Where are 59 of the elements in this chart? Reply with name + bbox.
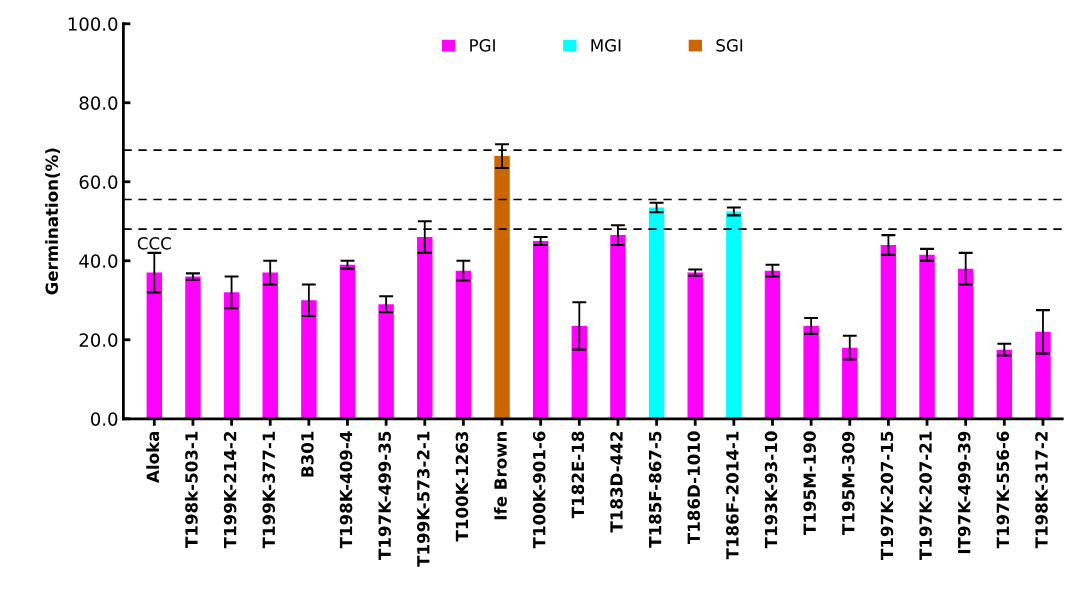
bar [1035, 331, 1051, 419]
bar [185, 276, 201, 419]
bar [842, 347, 858, 419]
y-tick-label: 80.0 [79, 96, 118, 110]
x-tick-label: T199K-214-2 [223, 432, 237, 549]
x-tick-label: T183D-442 [610, 432, 623, 533]
bar [726, 211, 742, 419]
bar [223, 292, 240, 419]
bar [378, 304, 394, 419]
bar [417, 237, 433, 419]
x-tick-label: T197K-499-35 [378, 431, 391, 560]
x-tick-label: T199K-573-2-1 [416, 431, 430, 567]
bar [803, 325, 819, 419]
legend-label: PGI [470, 39, 495, 52]
bar [610, 235, 626, 419]
x-tick-label: T193K-93-10 [764, 431, 778, 549]
x-tick-label: T199K-377-1 [262, 431, 276, 549]
y-axis-title: Germination(%) [45, 148, 61, 295]
bar [532, 241, 549, 419]
bar [339, 264, 356, 419]
bar [648, 207, 665, 419]
x-tick-label: B301 [301, 431, 314, 477]
x-tick-label: T195M-309 [842, 431, 855, 535]
bar [764, 270, 781, 419]
x-tick-label: T198k-503-1 [184, 431, 198, 548]
bar [996, 349, 1013, 419]
bar [301, 300, 317, 419]
y-tick-label: 60.0 [79, 175, 118, 189]
bar [455, 270, 472, 419]
x-tick-label: T186F-2014-1 [726, 431, 739, 560]
legend-label: MGI [591, 39, 621, 52]
x-tick-label: Ife Brown [493, 431, 507, 520]
bar [262, 272, 278, 419]
bar [957, 268, 974, 419]
x-tick-label: T197K-556-6 [996, 431, 1010, 549]
bar [146, 272, 163, 419]
x-tick-label: T198K-409-4 [339, 431, 353, 549]
bar [687, 272, 703, 419]
bar [880, 244, 897, 419]
y-tick-label: 100.0 [68, 17, 118, 31]
x-tick-label: T182E-18 [571, 431, 585, 519]
x-tick-label: T197K-207-15 [880, 431, 894, 560]
annotation: CCC [137, 237, 171, 250]
bar [494, 156, 510, 419]
x-tick-label: T197K-207-21 [919, 431, 932, 560]
x-tick-label: T198K-317-2 [1035, 432, 1048, 549]
x-tick-label: IT97K-499-39 [957, 431, 971, 554]
bar [571, 325, 588, 419]
y-tick-label: 20.0 [79, 333, 118, 347]
legend-label: SGI [716, 39, 743, 52]
x-tick-label: T195M-190 [803, 431, 816, 535]
x-tick-label: T100K-1263 [455, 431, 469, 542]
y-tick-label: 40.0 [79, 254, 118, 268]
y-tick-label: 0.0 [91, 412, 118, 426]
bar [919, 254, 935, 419]
x-tick-label: Aloka [146, 431, 160, 483]
x-tick-label: T186D-1010 [687, 431, 701, 545]
x-tick-label: T100K-901-6 [532, 431, 546, 549]
x-tick-label: T185F-867-5 [648, 431, 662, 548]
